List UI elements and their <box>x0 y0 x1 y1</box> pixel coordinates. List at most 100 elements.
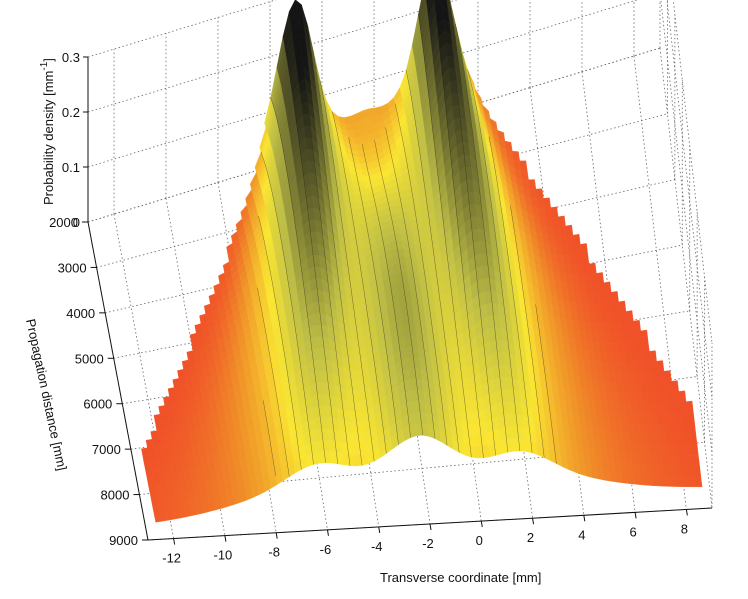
side-wall-gridline-z <box>659 47 713 509</box>
surface-facet <box>580 243 588 255</box>
back-wall-gridline-z <box>87 0 458 113</box>
x-tick-label: -8 <box>268 545 280 560</box>
surface-line <box>331 111 387 454</box>
surface-facet <box>535 188 544 199</box>
z-tick-label: 0.3 <box>62 50 80 65</box>
surface-line <box>455 24 509 453</box>
z-tick-label: 0 <box>73 215 80 230</box>
surface-line <box>307 25 363 466</box>
surface-facet <box>550 206 559 218</box>
surface-line <box>446 0 496 456</box>
y-tick-label: 4000 <box>66 306 95 321</box>
axes: -12 -10 -8 -6 -4 -2 0 2 4 6 8 2000 3000 4000 5000 6000 7… <box>49 50 713 566</box>
x-tick <box>326 529 329 536</box>
side-wall-gridline-z <box>672 0 713 344</box>
surface-facet <box>690 444 699 456</box>
z-tick-label: 0.1 <box>62 160 80 175</box>
surface-line <box>385 127 436 439</box>
x-tick <box>173 538 176 545</box>
surface-facet <box>671 380 679 393</box>
x-tick-label: 0 <box>476 533 483 548</box>
x-tick-label: 2 <box>527 530 534 545</box>
surface-facet <box>649 350 657 363</box>
floor-gridline-y <box>96 113 668 268</box>
surface-facet <box>557 215 566 228</box>
x-tick <box>583 515 586 522</box>
surface-line <box>374 140 424 436</box>
x-tick <box>685 509 688 516</box>
z-axis-label: Probability density [mm-1] <box>39 58 56 205</box>
surface-line <box>262 400 276 476</box>
y-tick-label: 7000 <box>92 442 121 457</box>
x-tick <box>224 535 227 542</box>
y-tick-label: 2000 <box>49 215 78 230</box>
floor-gridline-x <box>113 214 175 539</box>
surface-line <box>535 304 557 464</box>
x-tick-label: -2 <box>422 536 434 551</box>
surface-facet <box>581 253 590 266</box>
surface-line <box>348 137 399 445</box>
surface-line <box>258 216 302 470</box>
surface-line <box>295 0 351 466</box>
x-tick-label: -10 <box>214 548 233 563</box>
surface-facet <box>693 465 702 477</box>
surface-facet <box>528 179 537 190</box>
surface-facet <box>603 281 612 294</box>
surface-facet <box>688 422 697 435</box>
surface-facet <box>678 390 687 403</box>
x-tick <box>634 512 637 519</box>
y-axis-line <box>87 221 149 541</box>
side-wall-gridline-z <box>666 0 713 399</box>
surface-line <box>270 97 326 463</box>
surface-line <box>510 205 545 458</box>
y-tick-label: 8000 <box>101 488 130 503</box>
surface-facet <box>618 300 627 313</box>
x-tick-label: 4 <box>578 527 585 542</box>
x-tick <box>532 518 535 525</box>
surface-facet <box>520 169 529 180</box>
surface-facet <box>663 370 672 383</box>
surface-facet <box>572 233 581 246</box>
surface-facet <box>512 150 520 162</box>
surface-facet <box>610 291 619 304</box>
z-tick-label: 0.2 <box>62 105 80 120</box>
x-tick-label: -4 <box>371 539 383 554</box>
x-tick-label: 6 <box>629 524 636 539</box>
surface-facet <box>689 433 698 445</box>
surface-line <box>361 143 411 438</box>
side-wall-gridline-z <box>660 0 713 454</box>
surface-facet <box>596 272 605 284</box>
x-tick <box>429 523 432 531</box>
surface-facet <box>687 411 695 424</box>
surface-facet <box>694 476 703 488</box>
x-tick <box>275 532 278 539</box>
y-axis-label: Propagation distance [mm] <box>23 318 70 472</box>
y-tick-label: 5000 <box>75 351 104 366</box>
surface-facet <box>588 262 597 275</box>
y-tick-label: 6000 <box>83 397 112 412</box>
surface-facet <box>685 400 694 413</box>
surface-facet <box>625 310 634 323</box>
surface-facet <box>692 454 700 466</box>
y-tick-label: 9000 <box>109 533 138 548</box>
x-axis-label: Transverse coordinate [mm] <box>380 570 541 585</box>
x-tick <box>480 521 483 528</box>
surface-facet <box>565 224 574 237</box>
surface-line <box>260 151 314 465</box>
surface-line <box>488 136 533 453</box>
surface-line <box>405 70 460 453</box>
y-tick-label: 3000 <box>58 260 87 275</box>
surface-line <box>319 80 375 462</box>
surface-facet <box>426 0 435 18</box>
surface-line <box>418 14 472 458</box>
x-tick-label: 8 <box>681 521 688 536</box>
back-wall-gridline-z <box>87 0 277 58</box>
surface-facet <box>656 360 665 373</box>
surface-line <box>394 103 448 446</box>
surface-facet <box>641 340 650 353</box>
surface-line <box>467 69 521 452</box>
surface-facet <box>519 160 528 171</box>
surface <box>141 0 703 523</box>
surface-line <box>282 36 339 464</box>
z-axis-label-group: Probability density [mm-1] <box>39 58 56 205</box>
